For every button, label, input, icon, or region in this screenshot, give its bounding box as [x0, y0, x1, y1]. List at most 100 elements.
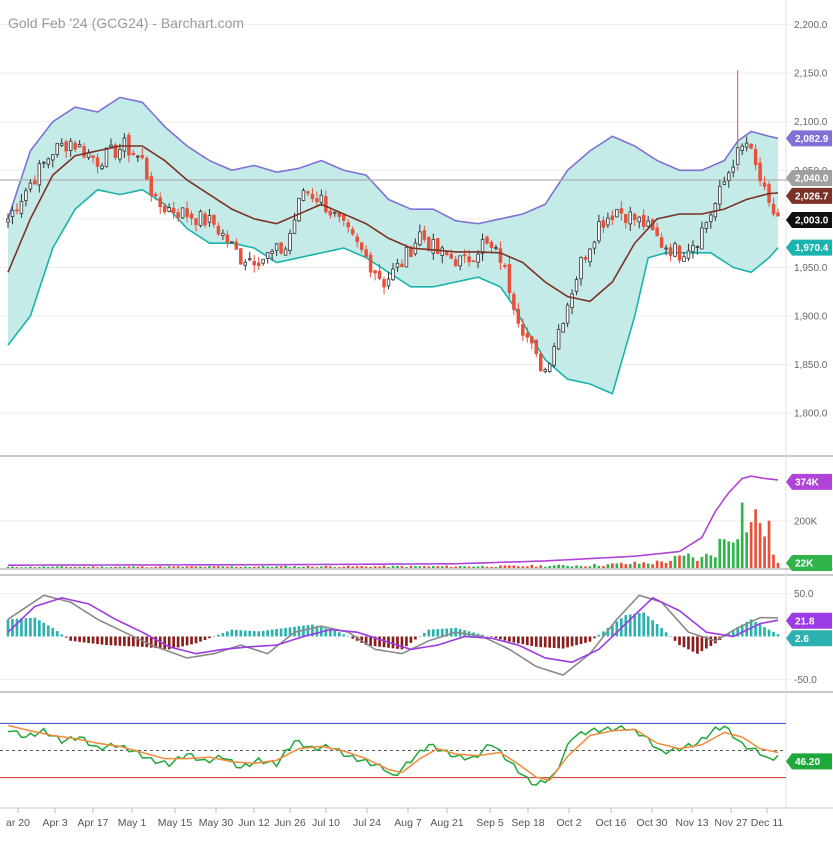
candle [377, 263, 382, 281]
candle-body [758, 162, 762, 182]
volume-bar [472, 566, 475, 568]
macd-histogram-bar [696, 636, 699, 654]
candle [601, 216, 606, 234]
candle [306, 190, 310, 197]
volume-bar [521, 566, 525, 568]
macd-histogram-bar [588, 636, 592, 642]
volume-bar [431, 565, 435, 568]
macd-histogram-bar [642, 612, 646, 637]
macd-histogram-bar [436, 629, 440, 637]
candle [216, 222, 221, 237]
macd-histogram-bar [400, 636, 404, 650]
candle-body [597, 221, 601, 242]
candle-body [28, 182, 33, 190]
volume-bar [73, 566, 77, 568]
candle-body [606, 217, 610, 226]
macd-histogram-bar [315, 625, 319, 637]
volume-bar [239, 566, 243, 568]
volume-bar [91, 566, 95, 568]
macd-badge-label: 21.8 [795, 616, 815, 627]
volume-bar [499, 565, 502, 568]
candle-body [610, 215, 615, 221]
macd-histogram-bar [55, 631, 59, 637]
candle [431, 233, 436, 260]
volume-bar [655, 560, 659, 568]
candle [583, 255, 588, 263]
candle [171, 201, 176, 219]
candle-body [100, 165, 104, 169]
candle [234, 238, 239, 250]
macd-histogram-bar [651, 620, 654, 637]
candle-body [422, 230, 427, 240]
candle [476, 250, 480, 269]
macd-histogram-bar [494, 636, 498, 639]
macd-histogram-bar [427, 629, 431, 637]
candle-body [131, 152, 136, 156]
candle [10, 206, 15, 225]
candle [489, 240, 494, 254]
candle [265, 252, 270, 264]
macd-histogram-bar [691, 636, 695, 652]
volume-bar [597, 565, 601, 568]
macd-histogram-bar [51, 627, 55, 637]
candle-body [400, 263, 404, 268]
open-interest-badge-label: 374K [795, 477, 820, 488]
macd-pane [6, 594, 780, 677]
macd-histogram-bar [328, 629, 332, 637]
macd-histogram-bar [87, 636, 90, 643]
candle [624, 213, 628, 229]
candle-body [552, 346, 556, 366]
candle [400, 259, 404, 268]
volume-bar [154, 566, 158, 568]
macd-histogram-bar [167, 636, 171, 650]
candle-body [91, 155, 95, 158]
candle-body [624, 214, 628, 223]
macd-histogram-bar [628, 614, 632, 637]
candle [328, 207, 333, 219]
volume-bar [181, 566, 184, 568]
candle [252, 254, 256, 273]
candle-body [570, 293, 574, 309]
candle-body [704, 221, 709, 229]
volume-bar [60, 566, 64, 568]
candle-body [700, 227, 704, 250]
volume-tick-label: 200K [794, 516, 818, 527]
volume-bar [745, 532, 748, 568]
candle [279, 242, 283, 255]
candle [552, 342, 556, 368]
price-tick-label: 1,950.0 [794, 263, 828, 274]
candle-body [668, 247, 673, 256]
volume-bar [320, 566, 323, 568]
x-tick-label: Oct 2 [556, 817, 581, 829]
candle [753, 144, 758, 171]
macd-histogram-bar [96, 636, 99, 645]
candle-body [207, 214, 212, 223]
candle [556, 324, 561, 351]
volume-bar [20, 567, 23, 568]
candle [342, 213, 346, 227]
macd-histogram-bar [709, 636, 713, 646]
candle-body [95, 157, 100, 167]
candle [104, 147, 109, 168]
candle [333, 211, 337, 217]
macd-histogram-bar [611, 624, 614, 637]
macd-histogram-bar [221, 633, 225, 637]
macd-histogram-bar [687, 636, 690, 650]
macd-badge-shape [786, 612, 832, 629]
volume-bar [691, 557, 695, 568]
candle [256, 257, 261, 271]
candle [113, 142, 118, 161]
x-tick-label: Aug 7 [394, 817, 422, 829]
volume-bar [38, 567, 41, 568]
macd-histogram-bar [342, 634, 346, 637]
x-tick-label: May 15 [158, 817, 193, 829]
macd-histogram-bar [270, 629, 274, 637]
candle [641, 209, 646, 231]
macd-histogram-bar [423, 632, 426, 637]
macd-histogram-bar [646, 616, 650, 637]
macd-histogram-bar [575, 636, 578, 646]
candle-body [489, 241, 494, 249]
candle-body [306, 191, 310, 194]
volume-bar [221, 566, 225, 568]
